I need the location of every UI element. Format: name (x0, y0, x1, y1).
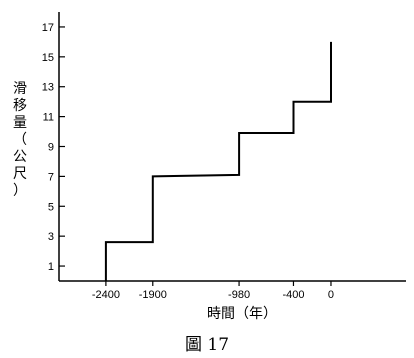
figure-caption: 圖 17 (185, 335, 229, 355)
y-tick-label: 17 (42, 22, 54, 34)
y-axis-title: 滑移量（公尺） (13, 80, 27, 199)
x-axis-title: 時間（年） (207, 306, 277, 322)
y-tick-label: 13 (42, 82, 54, 94)
y-tick-label: 5 (48, 201, 54, 213)
y-tick-label: 1 (48, 261, 54, 273)
x-tick-label: -1900 (139, 289, 167, 301)
x-tick-label: -2400 (92, 289, 120, 301)
y-tick-label: 9 (48, 142, 54, 154)
x-tick-label: -400 (282, 289, 304, 301)
series-layer (104, 41, 332, 281)
x-ticks: -2400 -1900 -980 -400 0 (92, 281, 334, 301)
slip-step-line (104, 41, 332, 281)
y-tick-label: 7 (48, 171, 54, 183)
y-tick-label: 15 (42, 52, 54, 64)
x-tick-label: 0 (328, 289, 334, 301)
y-tick-label: 11 (43, 112, 54, 124)
plot-frame (58, 12, 406, 282)
y-tick-label: 3 (48, 231, 54, 243)
x-tick-label: -980 (228, 289, 250, 301)
